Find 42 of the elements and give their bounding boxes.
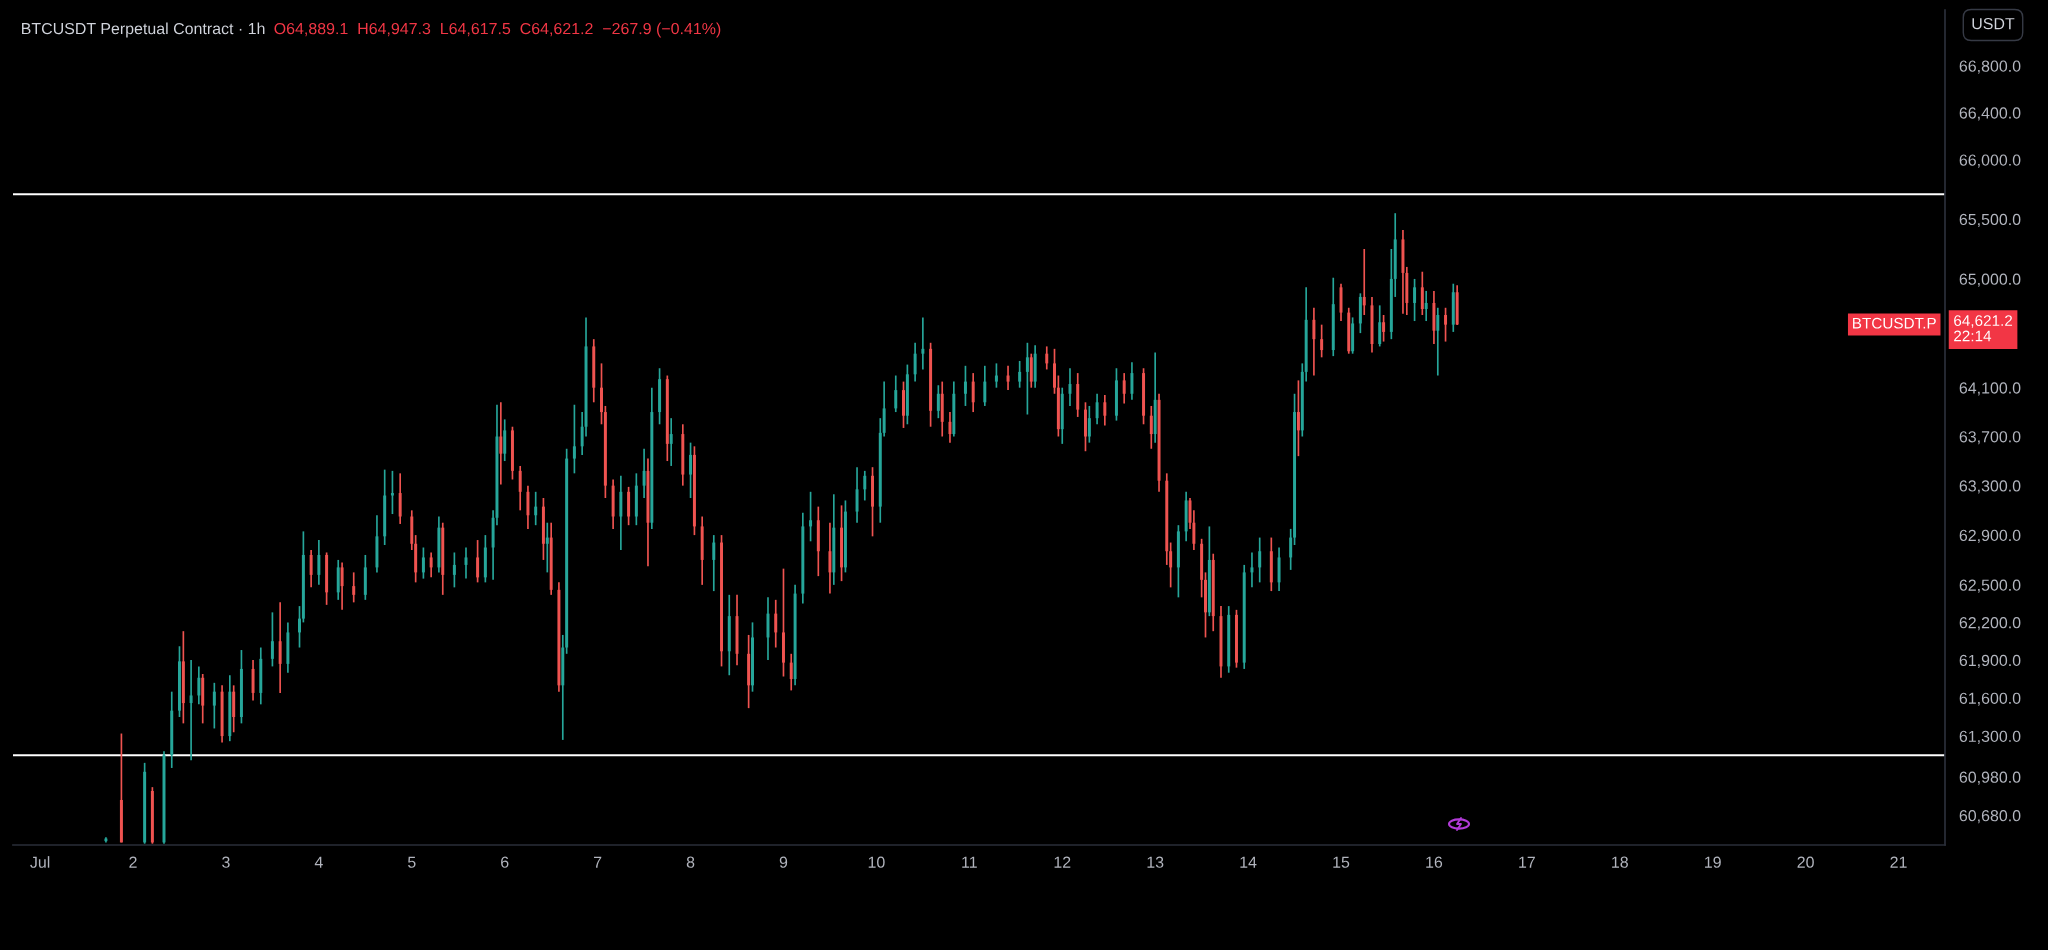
- x-tick-label: 15: [1333, 856, 1350, 868]
- annotation: BTCUSDT.P: [1853, 317, 1936, 329]
- x-tick-label: 9: [779, 856, 788, 868]
- y-tick-label: 62,500.0: [1959, 579, 2021, 593]
- y-tick-label: 62,900.0: [1959, 529, 2021, 543]
- y-tick-label: 64,100.0: [1959, 382, 2021, 396]
- y-tick-label: 61,600.0: [1959, 692, 2021, 706]
- x-tick-label: 8: [686, 856, 695, 868]
- y-tick-label: 66,000.0: [1959, 154, 2021, 168]
- x-tick-label: 13: [1147, 856, 1164, 868]
- x-tick-label: 19: [1705, 856, 1721, 868]
- x-tick-label: 7: [594, 856, 602, 868]
- y-tick-label: 60,680.0: [1959, 810, 2021, 824]
- y-tick-label: 61,900.0: [1959, 654, 2021, 668]
- text: O64,889.1 H64,947.3 L64,617.5 C64,621.2 −267.9 (−0.41%): [274, 22, 721, 38]
- x-tick-label: 12: [1054, 856, 1071, 868]
- x-tick-label: 3: [222, 856, 230, 868]
- x-tick-label: 4: [314, 856, 323, 868]
- y-tick-label: 65,000.0: [1959, 273, 2021, 287]
- x-tick-label: 21: [1890, 856, 1907, 868]
- y-tick-label: 63,300.0: [1959, 480, 2021, 494]
- y-axis-title: USDT: [1972, 17, 2015, 30]
- x-tick-label: 2: [129, 856, 137, 868]
- y-tick-label: 62,200.0: [1959, 617, 2021, 631]
- x-tick-label: 14: [1240, 856, 1257, 868]
- x-tick-label: 18: [1612, 856, 1628, 868]
- y-tick-label: 61,300.0: [1959, 730, 2021, 744]
- x-tick-label: 10: [868, 856, 885, 868]
- y-tick-label: 60,980.0: [1959, 771, 2021, 785]
- y-tick-label: 66,400.0: [1959, 107, 2021, 121]
- text: 64,621.2 22:14: [1954, 315, 2013, 342]
- text: BTCUSDT Perpetual Contract · 1h: [22, 22, 265, 38]
- y-tick-label: 63,700.0: [1959, 431, 2021, 445]
- x-tick-label: 11: [962, 856, 977, 868]
- x-tick-label: 20: [1797, 856, 1814, 868]
- x-tick-label: 16: [1426, 856, 1443, 868]
- x-tick-label: 17: [1519, 856, 1535, 868]
- x-tick-label: 6: [501, 856, 509, 868]
- y-tick-label: 66,800.0: [1959, 60, 2021, 74]
- y-tick-label: 65,500.0: [1959, 213, 2021, 227]
- x-tick-label: Jul: [30, 856, 50, 868]
- x-tick-label: 5: [407, 856, 416, 868]
